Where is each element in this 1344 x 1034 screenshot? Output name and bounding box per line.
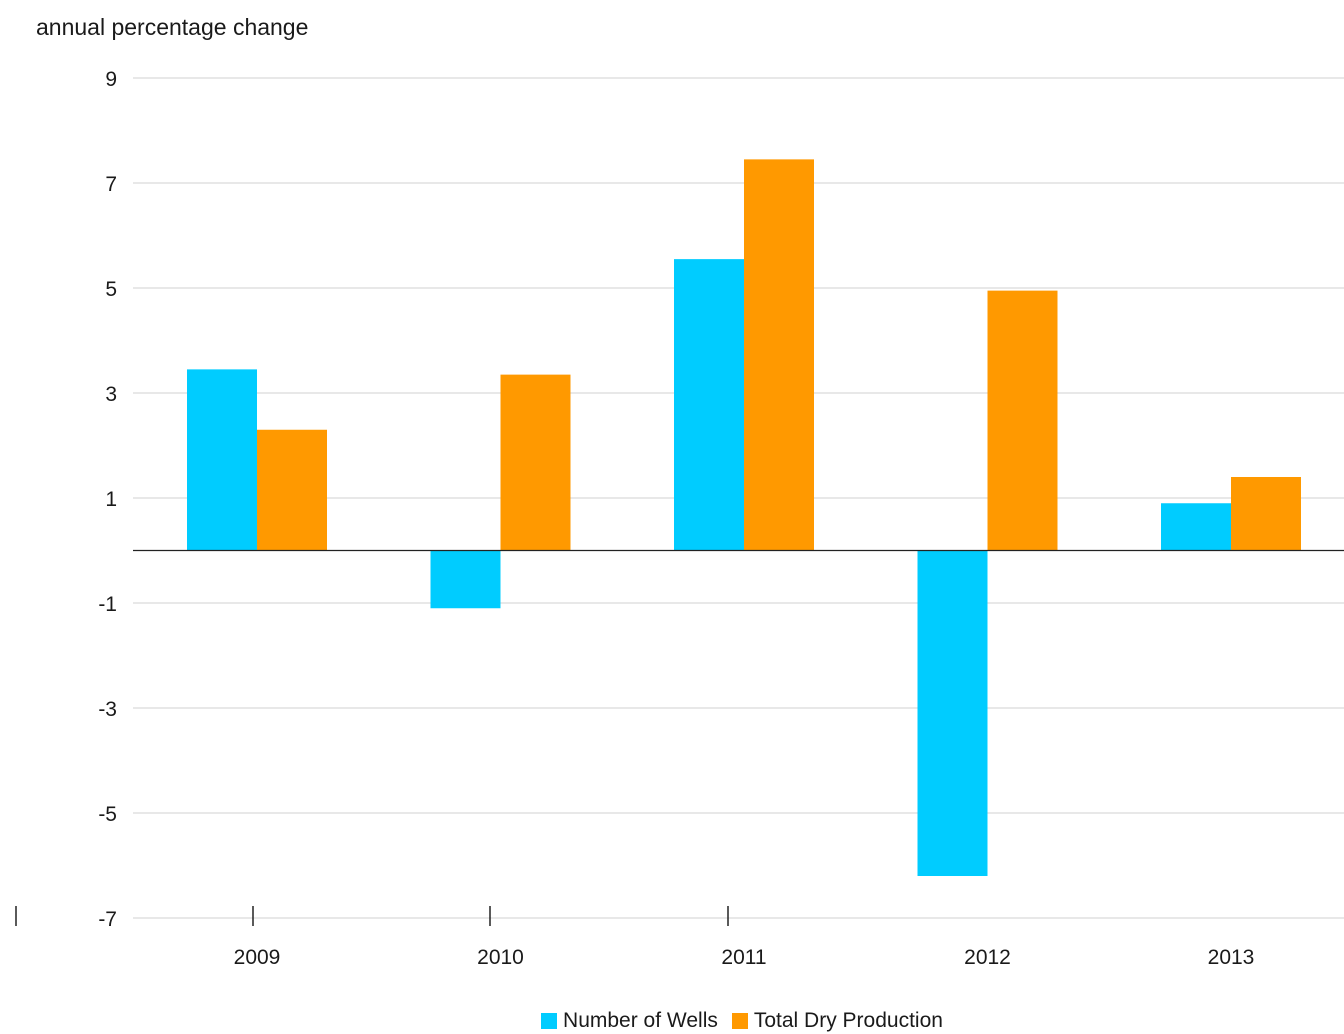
x-tick-label: 2011	[721, 946, 766, 969]
y-tick-label: -3	[98, 698, 117, 721]
legend-item-total-dry-production: Total Dry Production	[731, 1009, 943, 1033]
y-tick-label: -5	[98, 803, 117, 826]
x-tick-label: 2009	[234, 946, 281, 969]
legend: Number of Wells Total Dry Production	[0, 1008, 1344, 1034]
bar-total-dry-production-2010	[500, 374, 571, 551]
y-axis-label: annual percentage change	[36, 14, 308, 40]
legend-swatch-number-of-wells	[541, 1013, 558, 1029]
x-tick-label: 2012	[964, 946, 1011, 969]
bar-number-of-wells-2012	[917, 550, 988, 876]
bar-total-dry-production-2013	[1231, 477, 1301, 551]
x-tick-labels: 2009 2010 2011 2012 2013	[234, 946, 1255, 969]
y-tick-label: -1	[98, 593, 117, 616]
legend-swatch-total-dry-production	[731, 1013, 748, 1029]
bar-number-of-wells-2013	[1161, 503, 1231, 551]
bar-total-dry-production-2012	[987, 290, 1058, 551]
y-tick-label: 5	[105, 278, 117, 301]
y-tick-label: 7	[105, 173, 117, 196]
bar-number-of-wells-2009	[187, 369, 257, 551]
bar-total-dry-production-2009	[257, 429, 327, 551]
bar-total-dry-production-2011	[744, 159, 814, 551]
y-tick-label: 3	[105, 383, 117, 406]
bars	[187, 159, 1301, 876]
legend-item-number-of-wells: Number of Wells	[541, 1009, 718, 1033]
y-tick-label: 9	[105, 68, 117, 91]
y-tick-labels: 9 7 5 3 1 -1 -3 -5 -7	[98, 68, 117, 931]
y-tick-label: -7	[98, 908, 117, 931]
bar-number-of-wells-2010	[430, 550, 501, 609]
legend-label-total-dry-production: Total Dry Production	[753, 1009, 943, 1032]
x-tick-marks	[15, 906, 729, 926]
bar-number-of-wells-2011	[674, 259, 744, 551]
x-tick-label: 2013	[1208, 946, 1255, 969]
y-tick-label: 1	[105, 488, 117, 511]
legend-label-number-of-wells: Number of Wells	[563, 1009, 718, 1032]
x-tick-label: 2010	[477, 946, 524, 969]
